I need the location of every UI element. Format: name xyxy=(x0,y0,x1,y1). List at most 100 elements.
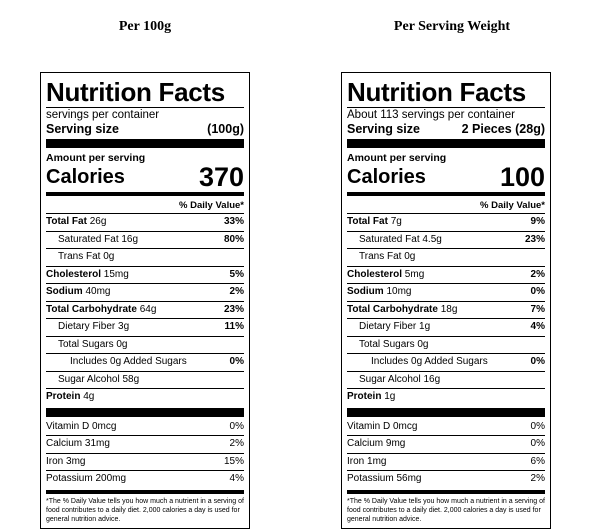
nutrient-row-protein: Protein 4g xyxy=(46,389,244,406)
nutrient-amount: 40mg xyxy=(85,286,111,297)
vitamin-row-potassium: Potassium 200mg 4% xyxy=(46,471,244,488)
nutrient-row-sugar-alcohol: Sugar Alcohol 58g xyxy=(46,372,244,389)
nutrient-row-dietary-fiber: Dietary Fiber 3g 11% xyxy=(46,319,244,337)
serving-size-value: (100g) xyxy=(207,122,244,136)
nutrient-amount: 18g xyxy=(440,303,458,315)
nutrient-dv: 0% xyxy=(530,356,545,367)
vitamin-label: Vitamin D 0mcg xyxy=(347,420,418,432)
nutrient-label: Dietary Fiber 3g xyxy=(58,321,130,332)
nutrient-label: Total Sugars 0g xyxy=(58,338,128,350)
nutrient-dv: 5% xyxy=(229,268,244,280)
nutrient-row-total-carbohydrate: Total Carbohydrate 18g 7% xyxy=(347,302,545,319)
footnote: *The % Daily Value tells you how much a … xyxy=(46,497,244,523)
vitamin-label: Potassium 200mg xyxy=(46,473,127,484)
nutrient-label: Sugar Alcohol 16g xyxy=(359,373,441,385)
nutrient-label: Total Sugars 0g xyxy=(359,338,429,350)
vitamin-row-calcium: Calcium 9mg 0% xyxy=(347,436,545,454)
nutrient-dv: 23% xyxy=(223,303,244,315)
nutrient-row-protein: Protein 1g xyxy=(347,389,545,406)
vitamin-row-iron: Iron 1mg 6% xyxy=(347,454,545,471)
nutrient-label: Dietary Fiber 1g xyxy=(359,321,431,332)
nutrient-label: Total Carbohydrate xyxy=(347,303,438,315)
nutrient-dv: 33% xyxy=(223,216,244,227)
nutrient-label: Protein xyxy=(347,391,382,402)
nutrient-label: Cholesterol xyxy=(347,268,403,280)
nutrient-row-sodium: Sodium 10mg 0% xyxy=(347,284,545,302)
vitamin-row-calcium: Calcium 31mg 2% xyxy=(46,436,244,454)
nutrient-row-dietary-fiber: Dietary Fiber 1g 4% xyxy=(347,319,545,337)
nutrient-row-total-fat: Total Fat 7g 9% xyxy=(347,214,545,232)
amount-per-serving: Amount per serving xyxy=(46,152,146,164)
divider xyxy=(46,107,244,108)
vitamin-row-vitamin-d: Vitamin D 0mcg 0% xyxy=(347,419,545,436)
vitamin-dv: 4% xyxy=(229,473,244,484)
medium-divider xyxy=(46,489,244,494)
vitamin-label: Vitamin D 0mcg xyxy=(46,420,117,432)
right-column-heading: Per Serving Weight xyxy=(393,19,511,34)
nutrient-amount: 15mg xyxy=(103,268,129,280)
medium-divider xyxy=(46,192,244,196)
nutrient-dv: 2% xyxy=(530,268,545,280)
nutrient-amount: 5mg xyxy=(404,268,425,280)
servings-per-container: About 113 servings per container xyxy=(347,109,515,121)
nutrient-label: Sodium xyxy=(347,286,384,297)
calories-label: Calories xyxy=(46,166,125,188)
nutrient-label: Total Fat xyxy=(347,216,388,227)
nutrient-dv: 0% xyxy=(530,286,545,297)
nutrient-dv: 11% xyxy=(224,321,244,332)
nutrient-row-total-sugars: Total Sugars 0g xyxy=(347,337,545,354)
vitamin-dv: 2% xyxy=(530,473,545,484)
nutrient-label: Saturated Fat 4.5g xyxy=(359,233,442,245)
calories-row: Calories 100 xyxy=(347,162,545,192)
nutrient-dv: 9% xyxy=(530,216,545,227)
nutrient-label: Saturated Fat 16g xyxy=(58,233,139,245)
nutrient-dv: 80% xyxy=(223,233,244,245)
medium-divider xyxy=(347,192,545,196)
vitamin-label: Potassium 56mg xyxy=(347,473,422,484)
vitamin-row-potassium: Potassium 56mg 2% xyxy=(347,471,545,488)
nutrient-label: Trans Fat 0g xyxy=(58,251,115,262)
nutrient-label: Includes 0g Added Sugars xyxy=(70,356,187,367)
nutrient-amount: 10mg xyxy=(386,286,412,297)
nutrient-label: Total Carbohydrate xyxy=(46,303,137,315)
serving-size-row: Serving size (100g) xyxy=(46,122,244,137)
vitamin-dv: 0% xyxy=(530,438,545,449)
vitamin-dv: 15% xyxy=(223,455,244,467)
vitamin-label: Calcium 31mg xyxy=(46,438,110,449)
nutrient-row-total-fat: Total Fat 26g 33% xyxy=(46,214,244,232)
vitamin-row-iron: Iron 3mg 15% xyxy=(46,454,244,471)
label-title: Nutrition Facts xyxy=(347,77,526,107)
vitamin-dv: 6% xyxy=(530,455,545,467)
thick-divider xyxy=(46,407,244,417)
nutrient-label: Cholesterol xyxy=(46,268,102,280)
left-column-heading: Per 100g xyxy=(118,19,172,34)
divider xyxy=(347,107,545,108)
nutrient-amount: 4g xyxy=(83,391,95,402)
serving-size-label: Serving size xyxy=(46,122,119,136)
serving-size-label: Serving size xyxy=(347,122,420,136)
footnote: *The % Daily Value tells you how much a … xyxy=(347,497,545,523)
nutrient-label: Trans Fat 0g xyxy=(359,251,416,262)
nutrient-dv: 2% xyxy=(229,286,244,297)
nutrient-row-trans-fat: Trans Fat 0g xyxy=(347,249,545,267)
nutrient-row-added-sugars: Includes 0g Added Sugars 0% xyxy=(46,354,244,372)
nutrient-dv: 7% xyxy=(530,303,545,315)
calories-row: Calories 370 xyxy=(46,162,244,192)
calories-value: 370 xyxy=(198,162,244,192)
vitamin-label: Iron 1mg xyxy=(347,455,387,467)
nutrient-row-cholesterol: Cholesterol 5mg 2% xyxy=(347,267,545,284)
nutrition-label-per-100g: Nutrition Facts servings per container S… xyxy=(40,72,250,529)
vitamin-row-vitamin-d: Vitamin D 0mcg 0% xyxy=(46,419,244,436)
nutrient-row-saturated-fat: Saturated Fat 16g 80% xyxy=(46,232,244,249)
nutrient-dv: 4% xyxy=(530,321,545,332)
nutrient-row-total-sugars: Total Sugars 0g xyxy=(46,337,244,354)
nutrition-label-per-serving: Nutrition Facts About 113 servings per c… xyxy=(341,72,551,529)
nutrient-row-cholesterol: Cholesterol 15mg 5% xyxy=(46,267,244,284)
calories-value: 100 xyxy=(499,162,545,192)
calories-label: Calories xyxy=(347,166,426,188)
nutrient-amount: 1g xyxy=(384,391,396,402)
nutrient-amount: 26g xyxy=(89,216,107,227)
vitamin-dv: 0% xyxy=(530,420,545,432)
thick-divider xyxy=(347,407,545,417)
servings-per-container: servings per container xyxy=(46,109,160,121)
